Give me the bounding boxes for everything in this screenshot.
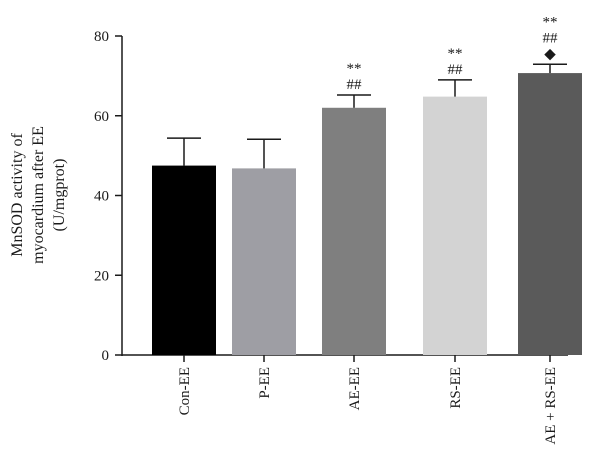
y-axis-title: MnSOD activity of myocardium after EE (U/m… bbox=[9, 126, 68, 264]
y-axis-title-line: MnSOD activity of bbox=[9, 133, 26, 257]
diamond-marker: ◆ bbox=[544, 46, 556, 62]
x-tick-label: RS-EE bbox=[448, 367, 464, 409]
x-tick-label: Con-EE bbox=[177, 367, 193, 415]
significance-marker: ## bbox=[347, 77, 363, 93]
error-bars bbox=[167, 63, 567, 169]
x-tick-label: AE-EE bbox=[347, 367, 363, 410]
y-tick-label: 60 bbox=[94, 109, 109, 125]
significance-annotations: **##**##**##◆ bbox=[347, 14, 559, 93]
y-ticks: 0 20 40 60 80 bbox=[94, 29, 122, 364]
y-axis-title-line: myocardium after EE bbox=[30, 126, 47, 264]
bar-ae-ee bbox=[322, 107, 386, 356]
bar-p-ee bbox=[232, 168, 296, 355]
y-tick-label: 0 bbox=[102, 348, 110, 364]
significance-marker: ** bbox=[347, 61, 362, 77]
x-tick-label: P-EE bbox=[257, 367, 273, 399]
bar-ae-rs-ee bbox=[518, 73, 582, 356]
bars bbox=[152, 73, 582, 356]
x-ticks: Con-EE P-EE AE-EE RS-EE AE + RS-EE bbox=[177, 355, 559, 445]
bar-rs-ee bbox=[423, 96, 487, 356]
y-axis-title-line: (U/mgprot) bbox=[51, 159, 68, 232]
bar-con-ee bbox=[152, 165, 216, 355]
significance-marker: ## bbox=[543, 30, 559, 46]
x-tick-label: AE + RS-EE bbox=[543, 367, 559, 445]
y-tick-label: 20 bbox=[94, 268, 109, 284]
significance-marker: ** bbox=[543, 14, 558, 30]
y-tick-label: 40 bbox=[94, 189, 109, 205]
y-tick-label: 80 bbox=[94, 29, 109, 45]
significance-marker: ** bbox=[448, 46, 463, 62]
significance-marker: ## bbox=[448, 62, 464, 78]
